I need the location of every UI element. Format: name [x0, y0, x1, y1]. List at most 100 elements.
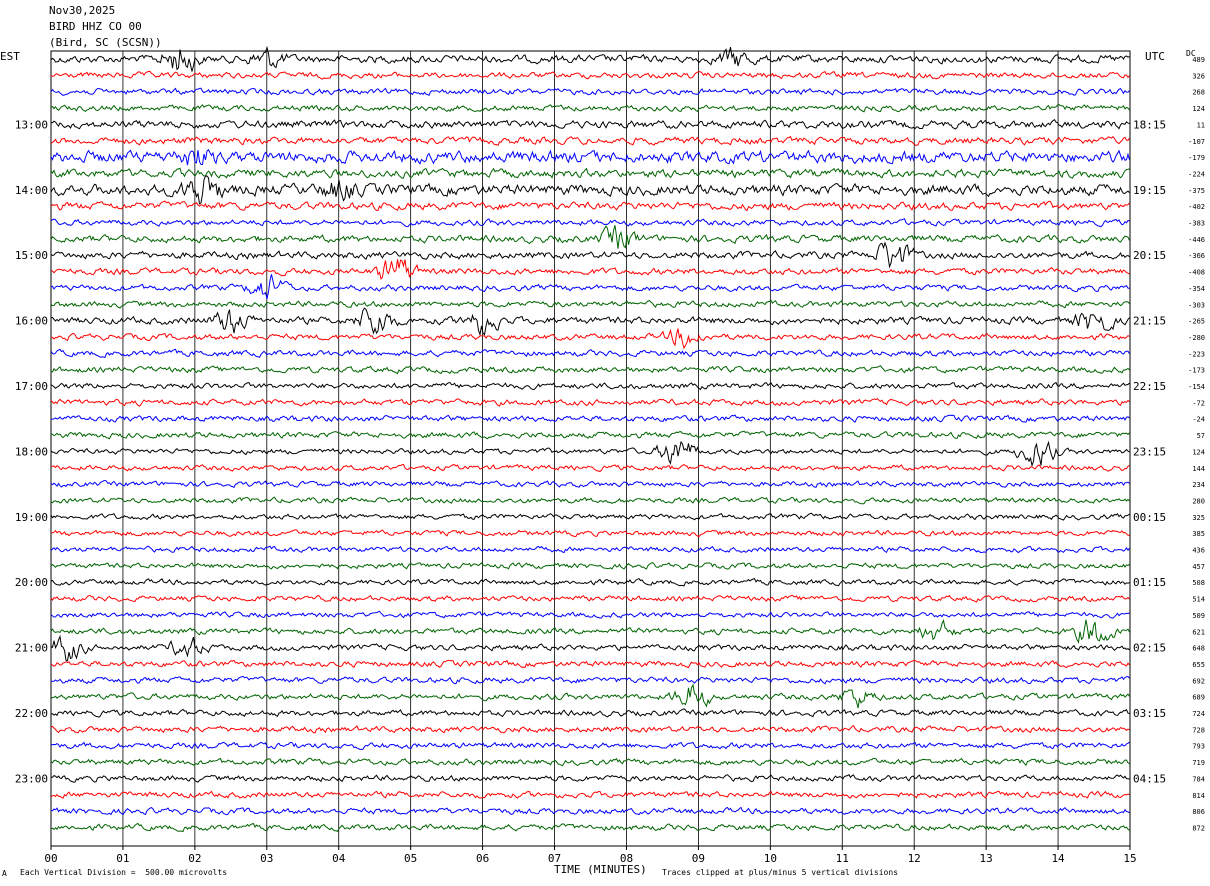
- plot-frame: [50, 50, 1131, 847]
- dc-offset-label: 325: [1192, 514, 1205, 522]
- dc-offset-label: 124: [1192, 105, 1205, 113]
- seismic-trace: [50, 135, 1130, 147]
- dc-offset-label: -223: [1188, 350, 1205, 358]
- seismic-trace: [50, 675, 1130, 685]
- dc-offset-label: 793: [1192, 743, 1205, 751]
- seismic-trace: [50, 259, 1130, 281]
- dc-offset-label: 124: [1192, 448, 1205, 456]
- dc-offset-label: -72: [1192, 399, 1205, 407]
- right-axis-label: UTC: [1145, 50, 1165, 63]
- x-tick-label: 08: [620, 852, 633, 865]
- seismic-trace: [51, 529, 1130, 538]
- dc-offset-label: -408: [1188, 269, 1205, 277]
- est-time-label: 19:00: [15, 511, 48, 524]
- dc-offset-label: 621: [1192, 628, 1205, 636]
- seismic-trace: [50, 307, 1130, 337]
- dc-offset-label: 806: [1192, 808, 1205, 816]
- x-tick-label: 09: [692, 852, 705, 865]
- seismic-trace: [50, 577, 1130, 587]
- seismic-trace: [50, 725, 1130, 734]
- dc-offset-label: 268: [1192, 89, 1205, 97]
- x-tick-label: 12: [908, 852, 921, 865]
- seismic-trace: [50, 512, 1130, 521]
- seismic-trace: [50, 757, 1130, 767]
- seismic-trace: [50, 741, 1130, 751]
- seismic-trace: [50, 70, 1130, 80]
- seismic-trace: [50, 119, 1130, 130]
- x-tick-label: 02: [188, 852, 201, 865]
- seismic-trace: [50, 175, 1130, 205]
- dc-offset-label: 436: [1192, 547, 1205, 555]
- seismic-trace: [50, 634, 1130, 662]
- dc-offset-label: -402: [1188, 203, 1205, 211]
- x-tick-label: 04: [332, 852, 346, 865]
- dc-offset-label: -154: [1188, 383, 1205, 391]
- est-time-label: 21:00: [15, 642, 48, 655]
- seismic-trace: [50, 348, 1130, 358]
- seismic-trace: [50, 148, 1130, 166]
- utc-time-label: 19:15: [1133, 184, 1166, 197]
- seismic-trace: [50, 594, 1130, 603]
- seismic-trace: [50, 328, 1130, 350]
- seismic-trace: [50, 87, 1130, 96]
- x-tick-label: 03: [260, 852, 273, 865]
- utc-time-label: 01:15: [1133, 576, 1166, 589]
- dc-offset-label: -24: [1192, 416, 1205, 424]
- seismic-trace: [50, 440, 1130, 468]
- seismic-trace: [50, 200, 1130, 212]
- seismic-trace: [50, 463, 1130, 473]
- seismic-trace: [50, 365, 1130, 375]
- seismic-trace: [50, 381, 1130, 391]
- dc-offset-label: 144: [1192, 465, 1205, 473]
- dc-offset-label: 514: [1192, 596, 1205, 604]
- utc-time-label: 21:15: [1133, 315, 1166, 328]
- est-time-label: 14:00: [15, 184, 48, 197]
- seismic-trace: [50, 683, 1130, 709]
- est-time-label: 22:00: [15, 707, 48, 720]
- seismic-trace: [50, 496, 1130, 505]
- seismic-trace: [50, 167, 1130, 179]
- seismic-trace: [50, 545, 1130, 554]
- corner-mark: A: [2, 869, 7, 878]
- seismic-trace: [50, 103, 1130, 113]
- x-tick-label: 11: [836, 852, 849, 865]
- dc-offset-label: -375: [1188, 187, 1205, 195]
- dc-offset-label: 689: [1192, 694, 1205, 702]
- header-location: (Bird, SC (SCSN)): [49, 36, 162, 49]
- x-tick-label: 14: [1051, 852, 1065, 865]
- dc-offset-label: 648: [1192, 645, 1205, 653]
- dc-label: DC: [1186, 49, 1196, 58]
- dc-offset-label: 385: [1192, 530, 1205, 538]
- seismic-trace: [50, 414, 1130, 423]
- est-time-label: 23:00: [15, 772, 48, 785]
- dc-offset-label: 692: [1192, 677, 1205, 685]
- dc-offset-label: 655: [1192, 661, 1205, 669]
- est-time-label: 20:00: [15, 576, 48, 589]
- dc-offset-label: -107: [1188, 138, 1205, 146]
- dc-offset-label: 728: [1192, 726, 1205, 734]
- est-time-label: 18:00: [15, 445, 48, 458]
- est-time-label: 17:00: [15, 380, 48, 393]
- utc-time-label: 02:15: [1133, 642, 1166, 655]
- seismic-trace: [50, 708, 1130, 718]
- dc-offset-label: -366: [1188, 252, 1205, 260]
- dc-offset-label: -446: [1188, 236, 1205, 244]
- dc-offset-label: -303: [1188, 301, 1205, 309]
- x-tick-label: 13: [980, 852, 993, 865]
- dc-offset-label: 11: [1197, 121, 1205, 129]
- dc-offset-label: -383: [1188, 220, 1205, 228]
- dc-offset-label: 280: [1192, 497, 1205, 505]
- scale-note: Each Vertical Division = 500.00 microvol…: [20, 868, 228, 877]
- dc-offset-label: 509: [1192, 612, 1205, 620]
- clip-note: Traces clipped at plus/minus 5 vertical …: [662, 868, 899, 877]
- x-tick-label: 01: [116, 852, 129, 865]
- seismic-trace: [50, 610, 1130, 619]
- seismic-trace: [50, 397, 1130, 407]
- dc-offset-label: 326: [1192, 72, 1205, 80]
- seismic-trace: [50, 299, 1130, 309]
- seismic-trace: [50, 659, 1130, 669]
- x-tick-label: 05: [404, 852, 417, 865]
- utc-time-label: 23:15: [1133, 445, 1166, 458]
- left-axis-label: EST: [0, 50, 20, 63]
